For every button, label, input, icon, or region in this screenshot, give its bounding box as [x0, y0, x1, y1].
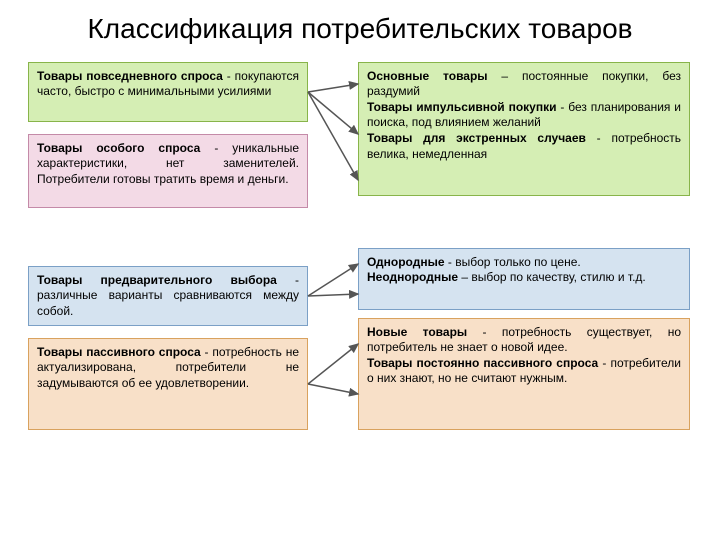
box-everyday-detail: Основные товары – постоянные покупки, бе… [358, 62, 690, 196]
box-passive-text: Товары пассивного спроса - потребность н… [37, 345, 299, 392]
box-passive-detail-text: Новые товары - потребность существует, н… [367, 325, 681, 387]
connector-arrow [308, 294, 358, 296]
box-everyday-demand: Товары повседневного спроса - покупаются… [28, 62, 308, 122]
box-passive-demand: Товары пассивного спроса - потребность н… [28, 338, 308, 430]
connector-arrow [308, 92, 358, 180]
box-special-demand: Товары особого спроса - уникальные харак… [28, 134, 308, 208]
connector-arrow [308, 92, 358, 134]
box-everyday-detail-text: Основные товары – постоянные покупки, бе… [367, 69, 681, 163]
connector-arrow [308, 384, 358, 394]
connector-arrow [308, 264, 358, 296]
connector-arrow [308, 344, 358, 384]
box-preselection-text: Товары предварительного выбора - различн… [37, 273, 299, 320]
box-preselection-detail-text: Однородные - выбор только по цене.Неодно… [367, 255, 681, 286]
diagram-container: Товары повседневного спроса - покупаются… [0, 54, 720, 494]
box-everyday-text: Товары повседневного спроса - покупаются… [37, 69, 299, 100]
box-passive-detail: Новые товары - потребность существует, н… [358, 318, 690, 430]
box-preselection: Товары предварительного выбора - различн… [28, 266, 308, 326]
box-special-text: Товары особого спроса - уникальные харак… [37, 141, 299, 188]
connector-arrow [308, 84, 358, 92]
box-preselection-detail: Однородные - выбор только по цене.Неодно… [358, 248, 690, 310]
page-title: Классификация потребительских товаров [0, 0, 720, 54]
